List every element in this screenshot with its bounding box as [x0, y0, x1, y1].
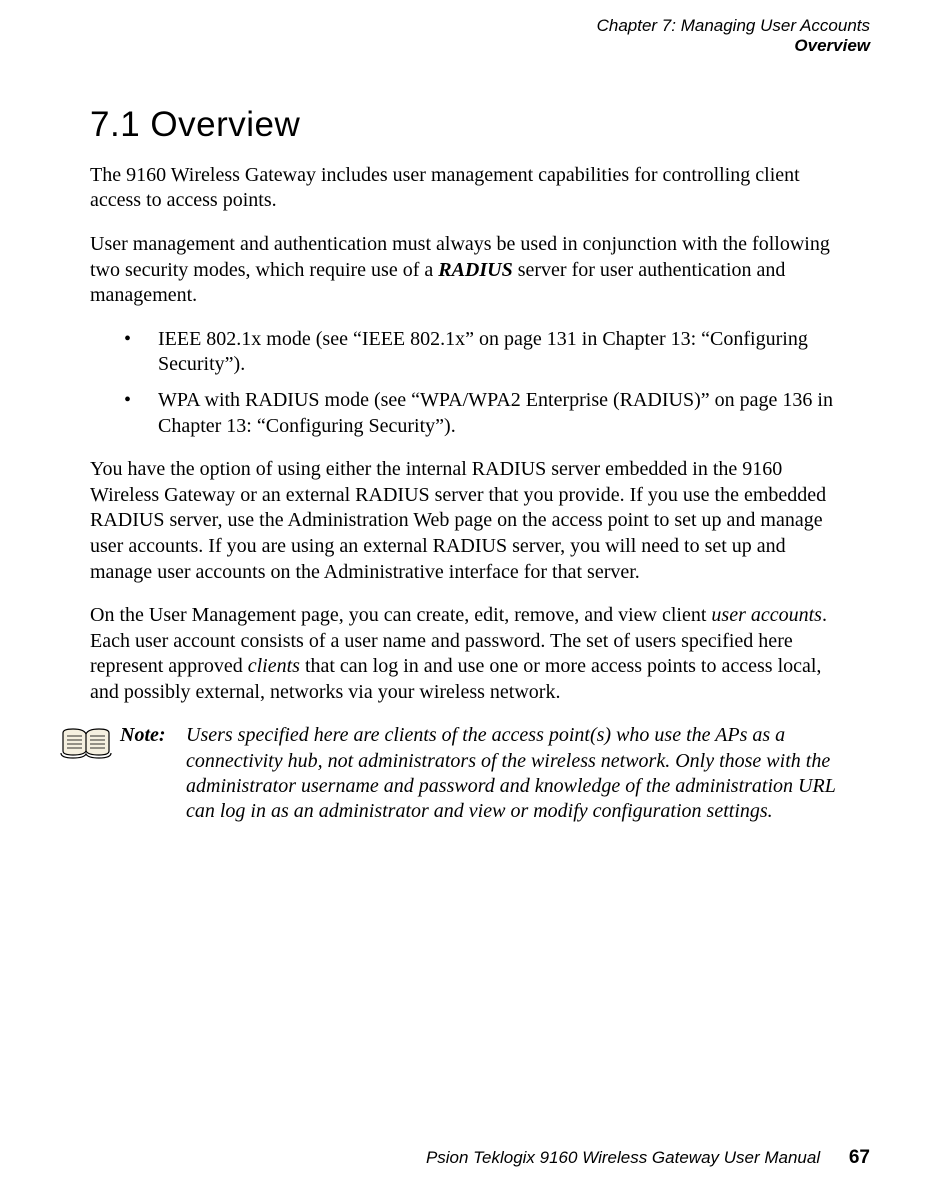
note-block: Note: Users specified here are clients o… [60, 723, 850, 824]
p4-part-a: On the User Management page, you can cre… [90, 604, 711, 626]
bullet-item-2: WPA with RADIUS mode (see “WPA/WPA2 Ente… [124, 388, 850, 439]
header-chapter: Chapter 7: Managing User Accounts [60, 16, 870, 36]
note-body: Users specified here are clients of the … [186, 723, 850, 824]
paragraph-4: On the User Management page, you can cre… [90, 603, 850, 705]
footer-manual-title: Psion Teklogix 9160 Wireless Gateway Use… [426, 1148, 820, 1167]
paragraph-2: User management and authentication must … [90, 232, 850, 309]
page-footer: Psion Teklogix 9160 Wireless Gateway Use… [426, 1147, 870, 1169]
p4-clients: clients [248, 655, 300, 677]
body-content: The 9160 Wireless Gateway includes user … [90, 163, 850, 824]
p4-user-accounts: user accounts [711, 604, 822, 626]
document-page: Chapter 7: Managing User Accounts Overvi… [0, 0, 930, 1197]
note-label: Note: [120, 723, 186, 824]
paragraph-1: The 9160 Wireless Gateway includes user … [90, 163, 850, 214]
header-section: Overview [60, 36, 870, 56]
footer-page-number: 67 [849, 1147, 870, 1168]
bullet-item-1: IEEE 802.1x mode (see “IEEE 802.1x” on p… [124, 327, 850, 378]
page-header: Chapter 7: Managing User Accounts Overvi… [60, 16, 870, 57]
paragraph-3: You have the option of using either the … [90, 457, 850, 585]
bullet-list: IEEE 802.1x mode (see “IEEE 802.1x” on p… [124, 327, 850, 439]
book-icon [60, 725, 118, 769]
section-title: 7.1 Overview [90, 105, 870, 145]
note-content: Note: Users specified here are clients o… [120, 723, 850, 824]
p2-radius-term: RADIUS [438, 259, 512, 281]
